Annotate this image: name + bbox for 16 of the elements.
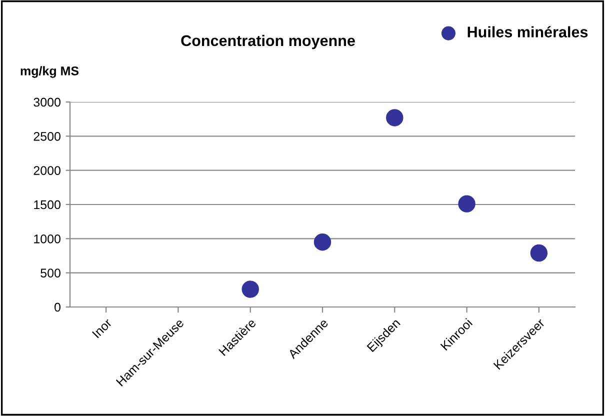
y-tick-label: 1500 bbox=[34, 200, 60, 210]
y-tick-label: 1000 bbox=[34, 234, 60, 244]
x-tick-label: Inor bbox=[92, 318, 112, 338]
legend-label: Huiles minérales bbox=[468, 26, 588, 38]
y-tick-label: 2500 bbox=[34, 132, 60, 141]
y-axis-title: mg/kg MS bbox=[20, 66, 79, 78]
y-tick-label: 0 bbox=[54, 302, 60, 312]
point bbox=[386, 109, 404, 126]
chart-title: Concentration moyenne bbox=[181, 34, 355, 50]
point bbox=[530, 244, 548, 262]
y-tick-label: 2000 bbox=[34, 166, 60, 175]
y-tick-label: 3000 bbox=[34, 98, 60, 107]
point bbox=[314, 233, 332, 251]
point bbox=[242, 280, 259, 298]
y-tick-label: 500 bbox=[40, 268, 60, 278]
point bbox=[458, 195, 476, 212]
